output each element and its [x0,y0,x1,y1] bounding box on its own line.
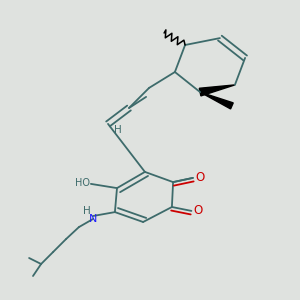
Polygon shape [200,92,233,109]
Polygon shape [199,85,235,96]
Text: O: O [194,204,202,218]
Text: N: N [89,214,97,224]
Text: HO: HO [75,178,90,188]
Text: H: H [83,206,91,217]
Text: H: H [114,125,122,135]
Text: O: O [195,171,204,184]
